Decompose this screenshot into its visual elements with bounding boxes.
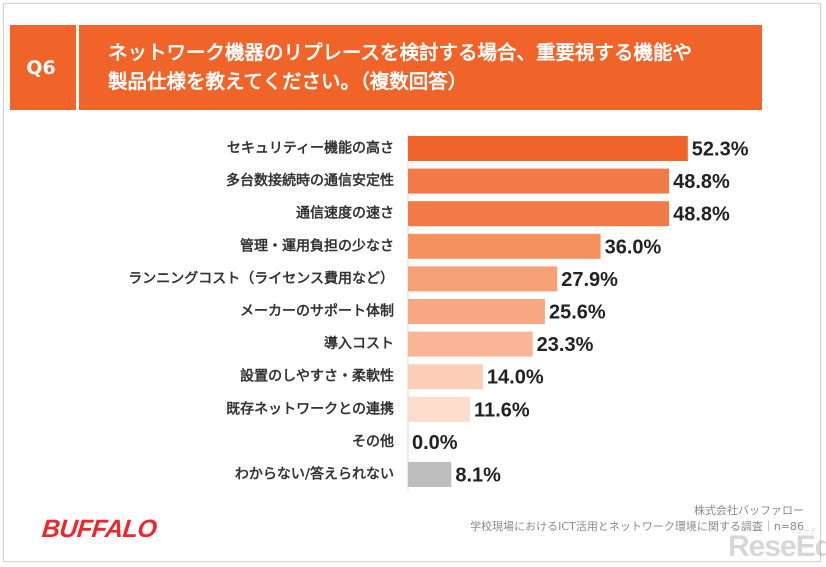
value-label: 48.8%: [673, 204, 730, 226]
bar: [408, 201, 670, 227]
reseed-watermark: ReseEd: [728, 530, 826, 563]
value-label: 11.6%: [474, 399, 530, 421]
question-header: Q6 ネットワーク機器のリプレースを検討する場合、重要視する機能や 製品仕様を教…: [10, 25, 762, 110]
category-label: 設置のしやすさ・柔軟性: [240, 368, 394, 385]
value-label: 48.8%: [673, 171, 730, 193]
category-label: 管理・運用負担の少なさ: [240, 237, 394, 254]
value-label: 0.0%: [412, 432, 458, 454]
bar: [408, 364, 483, 390]
source-company: 株式会社バッファロー: [694, 504, 804, 517]
bar: [408, 233, 601, 259]
value-label: 14.0%: [487, 367, 544, 389]
bar: [408, 136, 688, 161]
bar: [408, 168, 670, 194]
category-label: 導入コスト: [324, 335, 394, 352]
category-label: セキュリティー機能の高さ: [227, 140, 394, 157]
value-label: 23.3%: [537, 334, 594, 356]
bar: [408, 266, 558, 292]
category-label: 多台数接続時の通信安定性: [226, 172, 394, 189]
category-label: 既存ネットワークとの連携: [226, 400, 394, 417]
value-label: 36.0%: [605, 236, 662, 258]
question-line-2: 製品仕様を教えてください。（複数回答）: [108, 70, 468, 93]
bar: [408, 396, 471, 422]
category-label: その他: [352, 433, 394, 450]
buffalo-logo: BUFFALO: [40, 515, 159, 543]
header-divider: [76, 25, 79, 110]
source-survey: 学校現場におけるICT活用とネットワーク環境に関する調査｜n=86: [470, 520, 804, 533]
question-id: Q6: [26, 56, 56, 79]
reseed-watermark-sub: リシード: [789, 527, 817, 535]
value-label: 8.1%: [455, 465, 501, 487]
category-label: メーカーのサポート体制: [240, 303, 394, 320]
bar: [408, 331, 533, 357]
category-label: ランニングコスト（ライセンス費用など）: [128, 270, 394, 287]
question-line-1: ネットワーク機器のリプレースを検討する場合、重要視する機能や: [108, 41, 693, 64]
category-label: 通信速度の速さ: [296, 205, 394, 222]
bar: [408, 299, 545, 324]
bar: [408, 462, 452, 487]
value-label: 27.9%: [561, 269, 618, 291]
value-label: 25.6%: [549, 302, 606, 324]
value-label: 52.3%: [692, 139, 749, 161]
category-label: わからない/答えられない: [235, 466, 394, 483]
question-text: ネットワーク機器のリプレースを検討する場合、重要視する機能や 製品仕様を教えてく…: [108, 38, 758, 96]
